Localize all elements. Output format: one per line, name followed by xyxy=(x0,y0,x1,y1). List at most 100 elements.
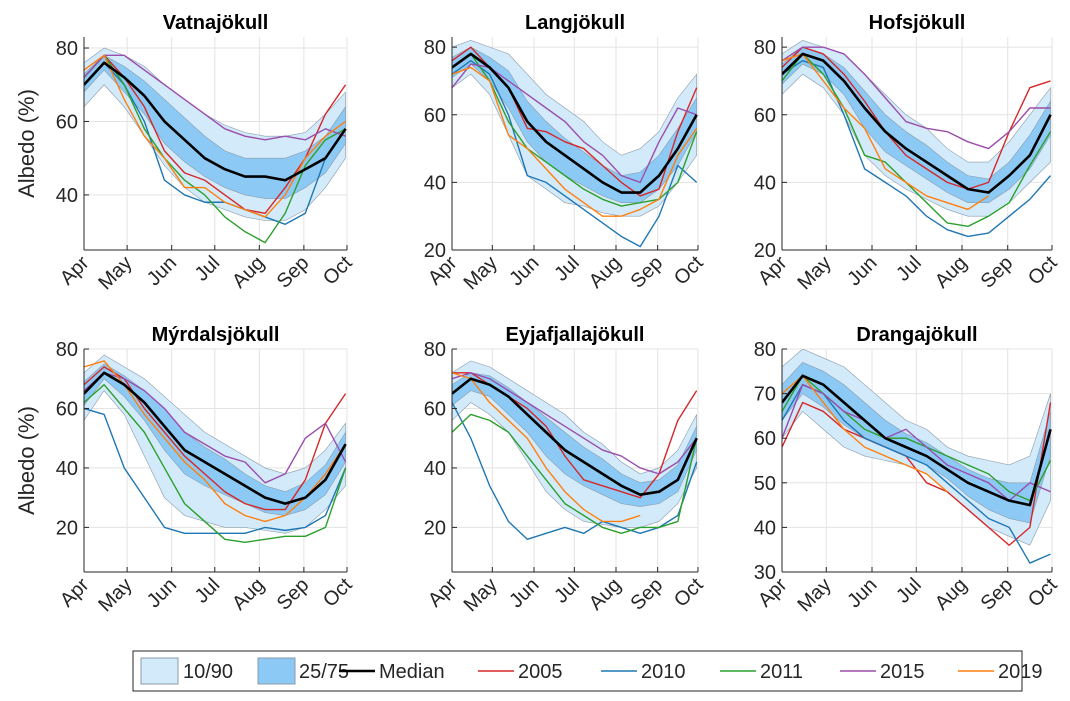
y-tick-label: 60 xyxy=(754,105,776,127)
x-tick-label: Jul xyxy=(191,252,225,286)
x-tick-label: Jul xyxy=(191,574,225,608)
series-line xyxy=(84,360,347,523)
x-tick-label: Jun xyxy=(843,574,881,612)
x-tick-label: Sep xyxy=(977,252,1018,293)
legend-label: 25/75 xyxy=(299,661,349,683)
x-tick-label: Oct xyxy=(1024,574,1062,612)
x-tick-label: Sep xyxy=(273,574,314,615)
x-tick-label: Aug xyxy=(931,252,972,293)
y-tick-label: 40 xyxy=(754,517,776,539)
x-tick-label: Aug xyxy=(585,574,626,615)
y-tick-label: 60 xyxy=(56,398,78,420)
x-tick-label: Aug xyxy=(931,574,972,615)
x-tick-label: Oct xyxy=(319,574,357,612)
series-line xyxy=(84,61,347,182)
y-tick-label: 80 xyxy=(424,339,446,361)
series-line xyxy=(452,377,698,496)
series-line xyxy=(452,413,698,535)
plot-area xyxy=(84,354,347,543)
x-tick-label: Aug xyxy=(228,252,269,293)
x-tick-label: May xyxy=(794,252,836,294)
plot-area xyxy=(84,47,347,244)
x-tick-label: May xyxy=(460,252,502,294)
series-line xyxy=(782,375,948,493)
series-line xyxy=(84,54,346,244)
chart-title: Vatnajökull xyxy=(163,12,269,34)
plot-area xyxy=(452,40,698,248)
series-line xyxy=(84,407,347,535)
series-line xyxy=(84,54,346,141)
y-tick-label: 40 xyxy=(56,458,78,480)
y-tick-label: 70 xyxy=(754,384,776,406)
series-line xyxy=(782,374,1052,507)
x-tick-label: Sep xyxy=(273,252,314,293)
y-axis-label: Albedo (%) xyxy=(14,406,39,515)
x-tick-label: Sep xyxy=(626,574,667,615)
chart-title: Eyjafjallajökull xyxy=(506,324,645,346)
series-line xyxy=(84,372,347,484)
legend-label: 2011 xyxy=(760,661,803,683)
series-line xyxy=(84,366,347,511)
y-tick-label: 80 xyxy=(56,339,78,361)
x-tick-label: May xyxy=(94,252,136,294)
y-tick-label: 80 xyxy=(424,37,446,59)
y-tick-label: 20 xyxy=(56,517,78,539)
x-tick-label: Oct xyxy=(319,252,357,290)
x-tick-label: Jul xyxy=(550,252,584,286)
y-axis-label: Albedo (%) xyxy=(14,89,39,198)
y-tick-label: 60 xyxy=(754,428,776,450)
x-tick-label: Jul xyxy=(892,252,926,286)
series-line xyxy=(452,66,698,217)
plot-area xyxy=(782,349,1052,564)
chart-title: Drangajökull xyxy=(856,324,977,346)
y-tick-label: 20 xyxy=(424,517,446,539)
x-tick-label: Jun xyxy=(505,574,543,612)
y-tick-label: 40 xyxy=(754,172,776,194)
y-tick-label: 30 xyxy=(754,562,776,584)
x-tick-label: May xyxy=(94,574,136,616)
series-line xyxy=(84,371,347,505)
x-tick-label: Oct xyxy=(670,574,708,612)
series-line xyxy=(452,52,698,194)
y-tick-label: 40 xyxy=(56,185,78,207)
x-tick-label: Jun xyxy=(143,574,181,612)
legend-label: 2010 xyxy=(641,661,686,683)
y-tick-label: 80 xyxy=(754,339,776,361)
series-line xyxy=(782,52,1052,194)
series-line xyxy=(452,402,698,540)
series-line xyxy=(84,54,346,218)
y-tick-label: 60 xyxy=(424,398,446,420)
x-tick-label: Sep xyxy=(977,574,1018,615)
band xyxy=(84,54,346,199)
y-tick-label: 50 xyxy=(754,473,776,495)
x-tick-label: Apr xyxy=(424,574,462,612)
series-line xyxy=(84,383,347,543)
legend-label: 10/90 xyxy=(183,661,233,683)
x-tick-label: Sep xyxy=(626,252,667,293)
x-tick-label: Jun xyxy=(843,252,881,290)
y-tick-label: 40 xyxy=(424,172,446,194)
y-tick-label: 60 xyxy=(424,105,446,127)
series-line xyxy=(452,372,641,523)
series-line xyxy=(452,372,698,475)
legend-label: 2015 xyxy=(880,661,925,683)
x-tick-label: May xyxy=(460,574,502,616)
x-tick-label: Apr xyxy=(56,252,94,290)
series-line xyxy=(782,59,1052,238)
y-tick-label: 20 xyxy=(754,240,776,262)
x-tick-label: Jul xyxy=(892,574,926,608)
series-line xyxy=(782,53,989,211)
y-tick-label: 80 xyxy=(754,37,776,59)
legend-label: 2005 xyxy=(518,661,563,683)
plot-area xyxy=(452,360,698,540)
series-line xyxy=(782,383,1051,502)
series-line xyxy=(782,46,1051,150)
x-tick-label: Apr xyxy=(56,574,94,612)
plot-area xyxy=(782,40,1052,238)
y-tick-label: 80 xyxy=(56,38,78,60)
series-line xyxy=(452,53,698,207)
chart-title: Hofsjökull xyxy=(869,12,966,34)
x-tick-label: Jul xyxy=(550,574,584,608)
x-tick-label: Aug xyxy=(585,252,626,293)
